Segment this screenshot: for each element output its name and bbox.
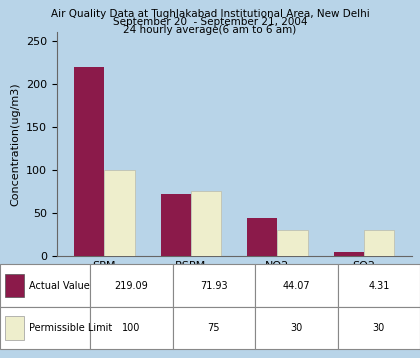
Bar — [278, 230, 308, 256]
Text: 75: 75 — [207, 323, 220, 333]
Bar — [334, 252, 364, 256]
Bar — [247, 218, 278, 256]
Text: 30: 30 — [373, 323, 385, 333]
Text: 100: 100 — [122, 323, 141, 333]
Text: Actual Value: Actual Value — [29, 281, 89, 290]
Bar — [173, 264, 255, 307]
Bar — [338, 264, 420, 307]
Bar — [338, 307, 420, 349]
Text: 30: 30 — [290, 323, 302, 333]
Text: 219.09: 219.09 — [115, 281, 148, 290]
Bar — [191, 192, 221, 256]
Text: 44.07: 44.07 — [283, 281, 310, 290]
Bar — [90, 264, 173, 307]
Bar — [5, 316, 24, 340]
Bar — [5, 274, 24, 297]
Text: September 20  - September 21, 2004: September 20 - September 21, 2004 — [113, 17, 307, 27]
Bar — [160, 194, 191, 256]
Bar — [0, 307, 90, 349]
Bar — [255, 307, 338, 349]
Text: 24 hourly average(6 am to 6 am): 24 hourly average(6 am to 6 am) — [123, 25, 297, 35]
Bar — [364, 230, 394, 256]
Bar — [104, 170, 134, 256]
Bar — [173, 307, 255, 349]
Text: Permissible Limit: Permissible Limit — [29, 323, 112, 333]
Text: 4.31: 4.31 — [368, 281, 389, 290]
Bar — [90, 307, 173, 349]
Bar — [74, 67, 104, 256]
Bar — [0, 264, 90, 307]
Text: 71.93: 71.93 — [200, 281, 228, 290]
Y-axis label: Concentration(ug/m3): Concentration(ug/m3) — [10, 82, 20, 206]
Text: Air Quality Data at Tughlakabad Institutional Area, New Delhi: Air Quality Data at Tughlakabad Institut… — [51, 9, 369, 19]
Bar — [255, 264, 338, 307]
